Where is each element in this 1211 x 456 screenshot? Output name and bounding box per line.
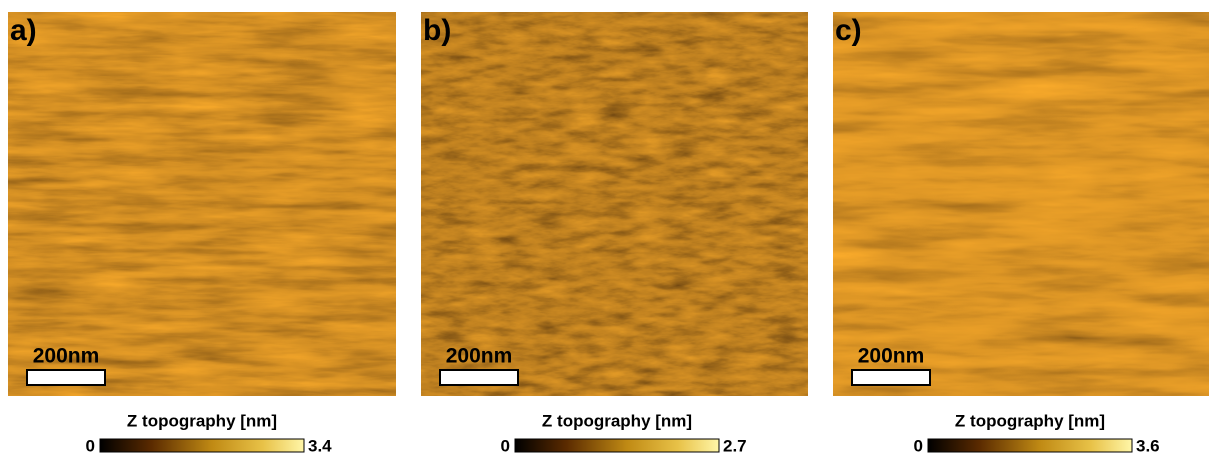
afm-panel: b) 200nm Z topography [nm] 0 2.7 xyxy=(421,12,808,455)
colorbar-min: 0 xyxy=(501,436,510,455)
panel-label: c) xyxy=(835,14,862,47)
scale-bar xyxy=(852,370,930,385)
afm-image xyxy=(421,12,808,396)
colorbar-max: 3.4 xyxy=(308,436,332,455)
panel-label: a) xyxy=(10,14,37,47)
colorbar xyxy=(100,439,304,452)
afm-image xyxy=(8,12,396,396)
panel-label: b) xyxy=(423,14,451,47)
colorbar xyxy=(515,439,719,452)
scale-bar xyxy=(440,370,518,385)
colorbar-title: Z topography [nm] xyxy=(955,411,1105,430)
colorbar-min: 0 xyxy=(86,436,95,455)
colorbar-max: 3.6 xyxy=(1136,436,1160,455)
colorbar-max: 2.7 xyxy=(723,436,747,455)
colorbar xyxy=(928,439,1132,452)
scale-bar xyxy=(27,370,105,385)
afm-panel: a) 200nm Z topography [nm] 0 3.4 xyxy=(8,12,396,455)
afm-panel: c) 200nm Z topography [nm] 0 3.6 xyxy=(833,12,1209,455)
scale-bar-label: 200nm xyxy=(33,345,100,368)
afm-image xyxy=(833,12,1209,396)
colorbar-min: 0 xyxy=(914,436,923,455)
scale-bar-label: 200nm xyxy=(446,345,513,368)
scale-bar-label: 200nm xyxy=(858,345,925,368)
colorbar-title: Z topography [nm] xyxy=(127,411,277,430)
colorbar-title: Z topography [nm] xyxy=(542,411,692,430)
figure: a) 200nm Z topography [nm] 0 3.4 b) 200nm Z top… xyxy=(0,0,1211,456)
